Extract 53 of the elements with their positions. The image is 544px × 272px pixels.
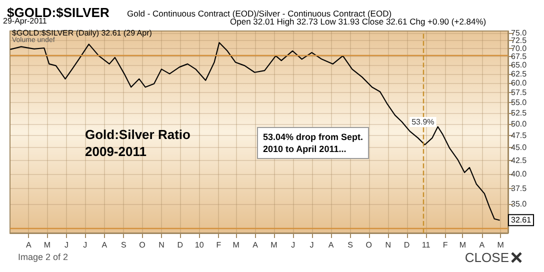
y-tick-label: 40.0 [511,170,528,179]
ref-line-label: 53.9% [412,118,434,126]
y-tick-label: 50.0 [511,120,528,129]
x-tick-label: M [232,240,240,250]
annotation: 32.61 [511,216,532,225]
x-tick-label: A [479,240,486,250]
text: Image 2 of 2 [18,252,68,262]
x-tick-label: S [120,240,126,250]
annotation: Gold:Silver Ratio 2009-2011 [85,127,191,159]
x-tick-label: A [26,240,32,250]
y-tick-label: 42.5 [511,156,528,166]
x-tick-label: J [310,240,314,250]
y-tick-label: 70.0 [511,44,528,53]
x-tick-label: O [366,240,372,250]
x-tick-label: D [177,240,184,250]
x-tick-label: S [348,240,353,250]
x-tick-label: A [328,240,334,250]
x-tick-label: J [83,240,88,250]
annotation: $GOLD:$SILVER (Daily) 32.61 (29 Apr) [12,28,152,38]
x-tick-label: F [216,240,222,250]
x-tick-label: N [385,240,392,250]
x-tick-label: A [102,240,108,250]
x-tick-label: F [442,240,448,250]
text: CLOSE [464,250,509,265]
line-series [10,42,500,221]
y-tick-label: 60.0 [511,78,528,88]
y-tick-label: 57.5 [511,88,528,98]
y-tick-label: 67.5 [511,52,528,61]
chart-subtitle: Gold - Continuous Contract (EOD)/Silver - Continuous Contract (EOD) [127,8,392,18]
y-tick-label: 75.0 [511,28,528,38]
x-tick-label: O [139,240,146,250]
x-tick-label: 10 [194,240,204,250]
x-tick-label: M [497,240,504,250]
y-tick-label: 52.5 [511,108,528,118]
y-tick-label: 35.0 [511,200,528,209]
annotation: 53.04% drop from Sept. 2010 to April 2011... [263,132,364,154]
x-tick-label: M [44,240,51,250]
x-tick-label: J [64,240,69,250]
y-tick-label: 47.5 [511,131,528,140]
y-tick-label: 72.5 [511,36,528,45]
y-tick-label: 62.5 [511,69,528,78]
x-tick-label: 11 [422,240,431,250]
text: 29-Apr-2011 [3,16,48,26]
x-tick-label: D [404,240,410,250]
x-tick-label: N [158,240,165,250]
x-tick-label: M [270,240,278,250]
x-tick-label: M [459,240,466,250]
x-tick-label: A [252,240,259,250]
y-tick-label: 37.5 [511,184,528,194]
y-tick-label: 65.0 [511,60,528,70]
y-tick-label: 45.0 [511,143,528,152]
x-tick-label: J [291,240,296,250]
y-tick-label: 55.0 [511,98,528,108]
